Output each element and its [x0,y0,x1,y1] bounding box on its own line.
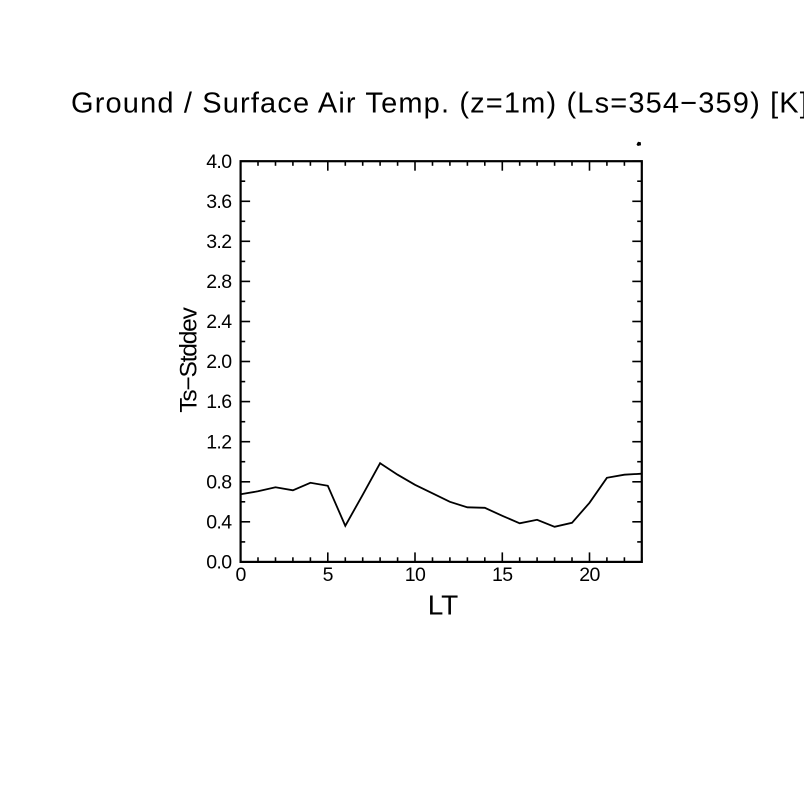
svg-text:3.2: 3.2 [206,231,231,253]
svg-text:2.4: 2.4 [206,311,232,333]
svg-text:15: 15 [492,564,513,586]
svg-text:20: 20 [579,564,600,586]
svg-text:0.8: 0.8 [206,471,231,493]
svg-text:1.2: 1.2 [206,431,231,453]
svg-text:0: 0 [235,564,246,586]
svg-text:3.6: 3.6 [206,191,231,213]
svg-text:Ts−Stddev: Ts−Stddev [176,306,203,412]
svg-text:0.4: 0.4 [206,511,232,533]
svg-text:2.0: 2.0 [206,351,232,373]
svg-text:1.6: 1.6 [206,391,231,413]
svg-text:4.0: 4.0 [206,151,232,173]
svg-text:2.8: 2.8 [206,271,231,293]
svg-text:0.0: 0.0 [206,552,232,574]
svg-text:5: 5 [323,564,334,586]
svg-text:LT: LT [428,590,459,621]
svg-text:10: 10 [405,564,426,586]
svg-text:Ground / Surface Air Temp. (z=: Ground / Surface Air Temp. (z=1m) (Ls=35… [71,88,804,120]
